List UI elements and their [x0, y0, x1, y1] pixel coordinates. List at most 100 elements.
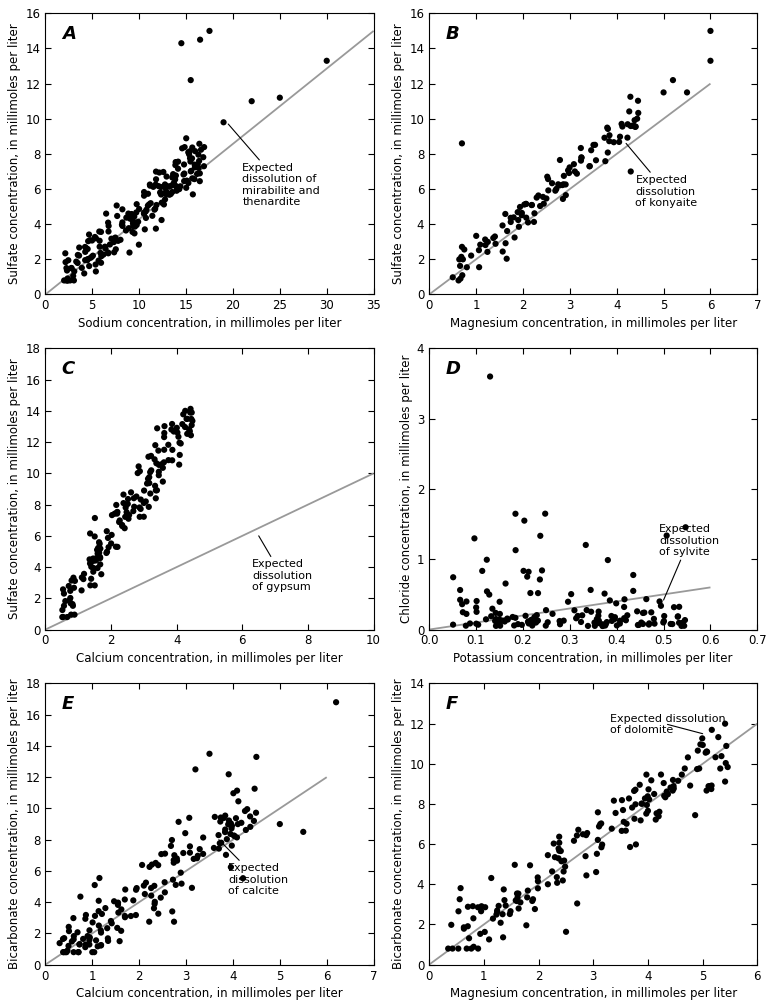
- Point: [181, 411, 193, 427]
- Point: [83, 932, 95, 949]
- Point: [505, 214, 517, 230]
- Point: [689, 807, 701, 824]
- Point: [166, 453, 178, 469]
- Point: [79, 936, 91, 953]
- Point: [470, 593, 483, 609]
- Point: [214, 836, 226, 852]
- Point: [127, 218, 140, 234]
- Point: [493, 612, 505, 628]
- Point: [86, 944, 98, 961]
- Point: [198, 139, 210, 155]
- Point: [159, 846, 171, 862]
- Point: [648, 611, 660, 627]
- Point: [130, 880, 143, 896]
- Point: [67, 598, 79, 614]
- Point: [138, 183, 150, 200]
- Point: [636, 795, 649, 811]
- Point: [595, 815, 608, 832]
- Point: [115, 922, 127, 938]
- Point: [467, 938, 480, 955]
- Point: [467, 910, 480, 926]
- Text: Expected
dissolution
of calcite: Expected dissolution of calcite: [219, 840, 288, 896]
- Point: [456, 135, 468, 151]
- Point: [589, 137, 601, 153]
- Point: [509, 506, 522, 522]
- Point: [112, 233, 124, 249]
- Point: [153, 467, 165, 483]
- Point: [138, 483, 150, 499]
- Point: [153, 464, 165, 480]
- Point: [479, 232, 491, 248]
- Point: [617, 802, 629, 818]
- Point: [456, 596, 468, 612]
- Point: [458, 919, 470, 935]
- Point: [138, 187, 150, 204]
- Point: [158, 429, 170, 446]
- Point: [637, 605, 649, 621]
- Point: [615, 116, 628, 132]
- Point: [628, 118, 640, 134]
- Point: [150, 490, 162, 506]
- Point: [184, 72, 197, 88]
- Point: [492, 898, 505, 914]
- Point: [225, 815, 237, 832]
- Point: [186, 880, 198, 896]
- Point: [621, 607, 633, 623]
- Point: [62, 272, 74, 288]
- Point: [678, 618, 691, 634]
- Point: [642, 617, 655, 633]
- Point: [59, 245, 71, 261]
- Point: [489, 613, 501, 629]
- Point: [176, 140, 188, 156]
- Point: [174, 178, 187, 195]
- Point: [117, 487, 129, 503]
- Point: [71, 255, 84, 271]
- Point: [557, 176, 570, 193]
- Point: [618, 592, 631, 608]
- Point: [297, 824, 309, 840]
- Point: [60, 262, 73, 278]
- Point: [152, 905, 164, 921]
- Point: [81, 252, 94, 268]
- Point: [526, 616, 539, 632]
- Point: [133, 237, 145, 253]
- Point: [478, 924, 491, 940]
- Point: [60, 260, 73, 276]
- Point: [660, 527, 673, 543]
- Point: [175, 876, 188, 892]
- Point: [150, 855, 162, 871]
- Point: [553, 843, 566, 859]
- Point: [111, 208, 123, 224]
- Point: [560, 187, 572, 204]
- Point: [61, 272, 74, 288]
- Point: [177, 156, 190, 172]
- Point: [491, 906, 503, 922]
- Point: [158, 418, 170, 434]
- Point: [515, 208, 528, 224]
- Point: [591, 846, 603, 862]
- Point: [569, 163, 581, 179]
- Point: [513, 219, 525, 235]
- Point: [151, 482, 164, 498]
- Point: [185, 411, 198, 427]
- Point: [143, 197, 155, 213]
- Point: [92, 903, 105, 919]
- Point: [719, 773, 732, 789]
- Point: [61, 609, 74, 625]
- Point: [166, 416, 178, 432]
- Point: [658, 608, 670, 624]
- Point: [63, 923, 75, 939]
- Point: [150, 171, 162, 187]
- Point: [99, 900, 112, 916]
- Point: [486, 601, 498, 617]
- Point: [203, 23, 215, 39]
- Point: [613, 134, 625, 150]
- Point: [114, 232, 126, 248]
- Point: [472, 940, 484, 957]
- Point: [129, 219, 141, 235]
- Point: [102, 245, 115, 261]
- Point: [575, 149, 587, 165]
- Point: [483, 931, 495, 948]
- Point: [470, 616, 483, 632]
- Point: [494, 618, 506, 634]
